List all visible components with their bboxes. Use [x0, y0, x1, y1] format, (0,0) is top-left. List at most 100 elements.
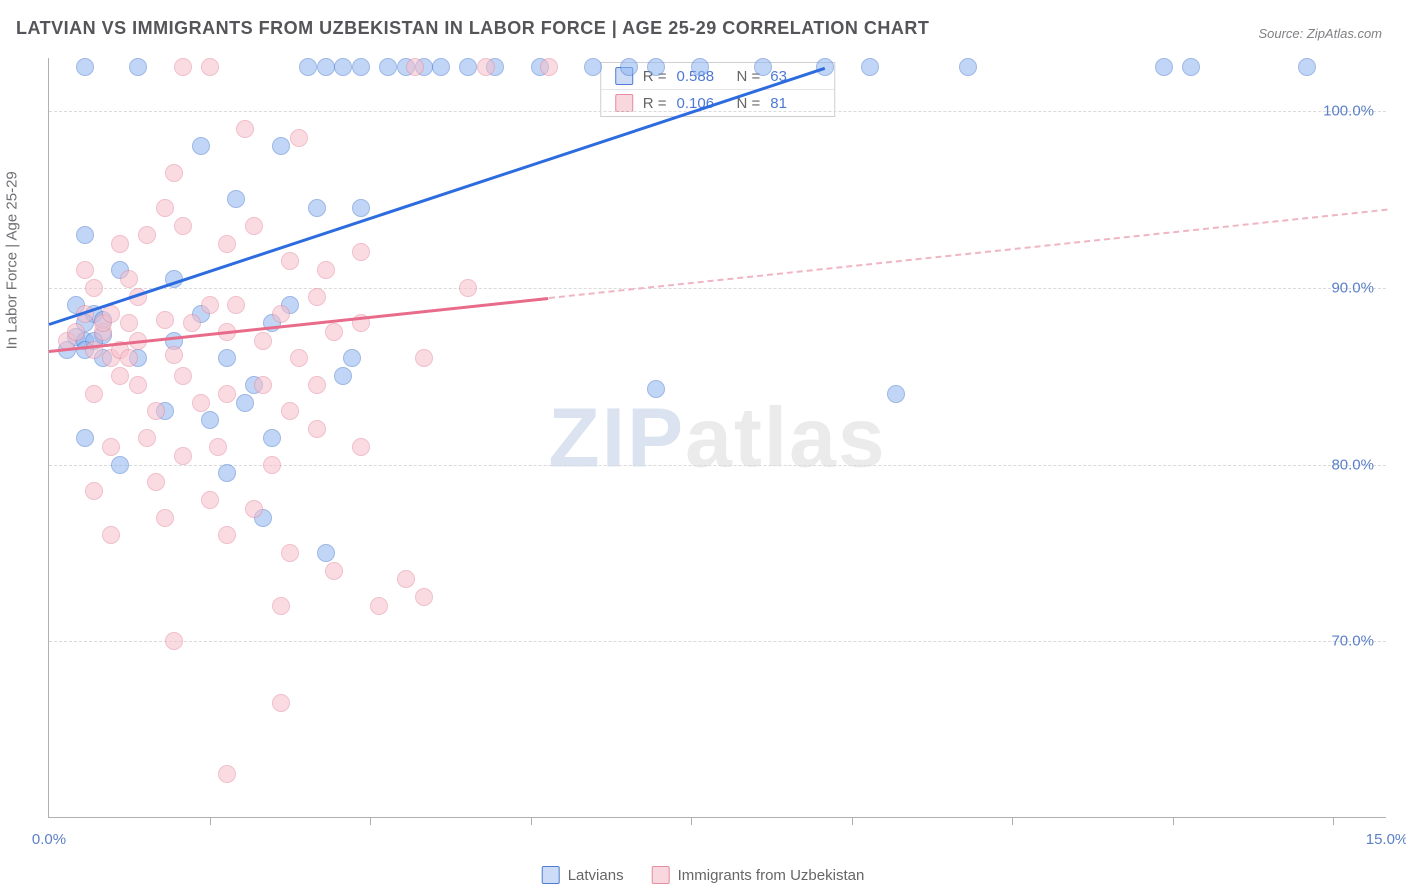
scatter-point [299, 58, 317, 76]
scatter-point [415, 588, 433, 606]
scatter-point [129, 376, 147, 394]
scatter-point [236, 394, 254, 412]
scatter-point [343, 349, 361, 367]
scatter-point [290, 129, 308, 147]
scatter-point [138, 429, 156, 447]
scatter-point [138, 226, 156, 244]
scatter-point [201, 296, 219, 314]
stat-n-value: 81 [770, 95, 820, 112]
scatter-point [459, 279, 477, 297]
scatter-point [165, 346, 183, 364]
scatter-point [432, 58, 450, 76]
scatter-point [415, 349, 433, 367]
plot-area: ZIPatlas R =0.588N =63R =0.106N =81 70.0… [48, 58, 1386, 818]
scatter-point [272, 694, 290, 712]
scatter-point [85, 279, 103, 297]
scatter-point [209, 438, 227, 456]
x-tick [210, 817, 211, 825]
legend-swatch [652, 866, 670, 884]
scatter-point [120, 270, 138, 288]
scatter-point [290, 349, 308, 367]
scatter-point [272, 597, 290, 615]
scatter-point [406, 58, 424, 76]
scatter-point [174, 447, 192, 465]
scatter-point [281, 544, 299, 562]
scatter-point [111, 367, 129, 385]
scatter-point [325, 323, 343, 341]
scatter-point [620, 58, 638, 76]
scatter-point [76, 261, 94, 279]
source-attribution: Source: ZipAtlas.com [1258, 26, 1382, 41]
gridline [49, 111, 1386, 112]
scatter-point [201, 491, 219, 509]
scatter-point [218, 349, 236, 367]
scatter-point [540, 58, 558, 76]
scatter-point [325, 562, 343, 580]
scatter-point [165, 164, 183, 182]
scatter-point [272, 305, 290, 323]
x-tick [1012, 817, 1013, 825]
gridline [49, 288, 1386, 289]
scatter-point [254, 376, 272, 394]
scatter-point [459, 58, 477, 76]
scatter-point [370, 597, 388, 615]
scatter-point [120, 349, 138, 367]
scatter-point [647, 380, 665, 398]
scatter-point [1155, 58, 1173, 76]
scatter-point [334, 58, 352, 76]
scatter-point [397, 570, 415, 588]
scatter-point [218, 235, 236, 253]
scatter-point [85, 482, 103, 500]
scatter-point [147, 473, 165, 491]
scatter-point [1298, 58, 1316, 76]
scatter-point [317, 58, 335, 76]
x-tick [1333, 817, 1334, 825]
scatter-point [245, 500, 263, 518]
scatter-point [174, 217, 192, 235]
scatter-point [308, 420, 326, 438]
scatter-point [76, 226, 94, 244]
scatter-point [352, 438, 370, 456]
scatter-point [263, 456, 281, 474]
y-tick-label: 90.0% [1331, 279, 1374, 296]
scatter-point [308, 199, 326, 217]
scatter-point [165, 632, 183, 650]
scatter-point [218, 765, 236, 783]
scatter-point [317, 261, 335, 279]
scatter-point [263, 429, 281, 447]
scatter-point [192, 137, 210, 155]
scatter-point [1182, 58, 1200, 76]
scatter-point [111, 456, 129, 474]
scatter-point [218, 385, 236, 403]
scatter-point [281, 252, 299, 270]
scatter-point [85, 385, 103, 403]
scatter-point [102, 526, 120, 544]
legend-label: Latvians [568, 867, 624, 884]
scatter-point [281, 402, 299, 420]
x-tick [852, 817, 853, 825]
scatter-point [85, 341, 103, 359]
legend-item: Immigrants from Uzbekistan [652, 866, 865, 884]
scatter-point [76, 429, 94, 447]
legend-swatch [542, 866, 560, 884]
legend: Latvians Immigrants from Uzbekistan [542, 866, 865, 884]
scatter-point [76, 58, 94, 76]
scatter-point [218, 526, 236, 544]
scatter-point [174, 367, 192, 385]
x-tick [1173, 817, 1174, 825]
scatter-point [308, 288, 326, 306]
scatter-point [245, 217, 263, 235]
watermark: ZIPatlas [548, 389, 886, 486]
legend-label: Immigrants from Uzbekistan [678, 867, 865, 884]
scatter-point [156, 311, 174, 329]
scatter-point [147, 402, 165, 420]
scatter-point [236, 120, 254, 138]
scatter-point [102, 305, 120, 323]
scatter-point [67, 323, 85, 341]
chart-title: LATVIAN VS IMMIGRANTS FROM UZBEKISTAN IN… [16, 18, 929, 39]
x-tick-label: 0.0% [32, 831, 66, 848]
scatter-point [156, 509, 174, 527]
scatter-point [120, 314, 138, 332]
legend-item: Latvians [542, 866, 624, 884]
scatter-point [156, 199, 174, 217]
